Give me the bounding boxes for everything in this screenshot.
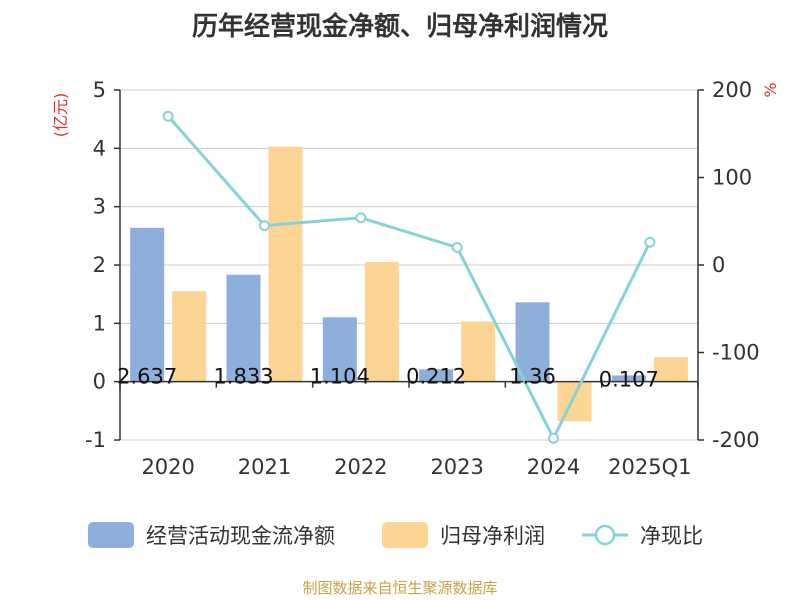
chart-title: 历年经营现金净额、归母净利润情况 [191,12,608,42]
chart-source: 制图数据来自恒生聚源数据库 [302,579,498,597]
y-right-unit: % [761,82,780,97]
y-right-tick-label: -200 [712,428,760,452]
y-left-tick-label: 3 [93,195,106,219]
netprofit-bar [653,357,688,382]
legend: 经营活动现金流净额 归母净利润 净现比 [88,522,703,548]
legend-cashflow-swatch [88,522,134,548]
axes: 5 4 3 2 1 0 -1 200 100 0 -100 -200 2020 2021 2022 2023 2… [51,78,780,479]
ratio-point [355,212,367,224]
netprofit-bar [364,262,399,382]
cashflow-bar [226,274,261,382]
cashflow-data-label: 2.637 [117,365,177,389]
ratio-point [548,432,559,444]
legend-netprofit-swatch [382,522,428,548]
y-right-tick-label: -100 [712,341,760,365]
legend-cashflow-label: 经营活动现金流净额 [146,524,335,548]
legend-ratio-marker [594,524,616,546]
x-tick-label: 2024 [527,455,580,479]
netprofit-bar [461,321,496,382]
data-labels: 2.637 1.833 1.104 0.212 1.36 0.107 [117,365,659,392]
ratio-point [162,110,174,122]
bars [130,146,688,422]
y-left-tick-label: 0 [93,370,106,394]
x-tick-label: 2025Q1 [608,455,691,479]
y-left-tick-label: 2 [93,253,106,277]
cashflow-data-label: 1.833 [213,365,273,389]
x-tick-label: 2021 [238,455,291,479]
y-left-tick-label: 5 [93,78,106,102]
y-right-tick-label: 200 [712,78,752,102]
ratio-line-path [167,115,652,442]
cashflow-data-label: 1.104 [310,365,370,389]
legend-netprofit-label: 归母净利润 [440,524,545,548]
ratio-line [162,110,656,444]
y-right-tick-label: 100 [712,166,752,190]
cashflow-data-label: 1.36 [509,365,556,389]
cashflow-bar [419,369,454,382]
cashflow-bar [130,227,165,382]
x-tick-label: 2022 [334,455,387,479]
y-left-tick-label: 4 [93,136,106,160]
x-tick-label: 2020 [141,455,194,479]
cashflow-data-label: 0.212 [406,365,466,389]
ratio-point [259,220,270,232]
netprofit-bar [557,381,592,422]
cashflow-bar [322,317,357,382]
ratio-point [451,242,463,253]
legend-ratio-label: 净现比 [640,524,703,548]
ratio-point [644,236,656,248]
cashflow-bar [515,302,550,382]
cashflow-bar [611,375,646,382]
y-left-tick-label: -1 [85,428,106,452]
y-right-tick-label: 0 [712,253,725,277]
cashflow-data-label: 0.107 [599,368,659,392]
y-left-tick-label: 1 [93,311,106,335]
netprofit-bar [172,291,207,382]
x-tick-label: 2023 [430,455,483,479]
y-left-unit: (亿元) [51,93,70,138]
netprofit-bar [268,146,303,382]
